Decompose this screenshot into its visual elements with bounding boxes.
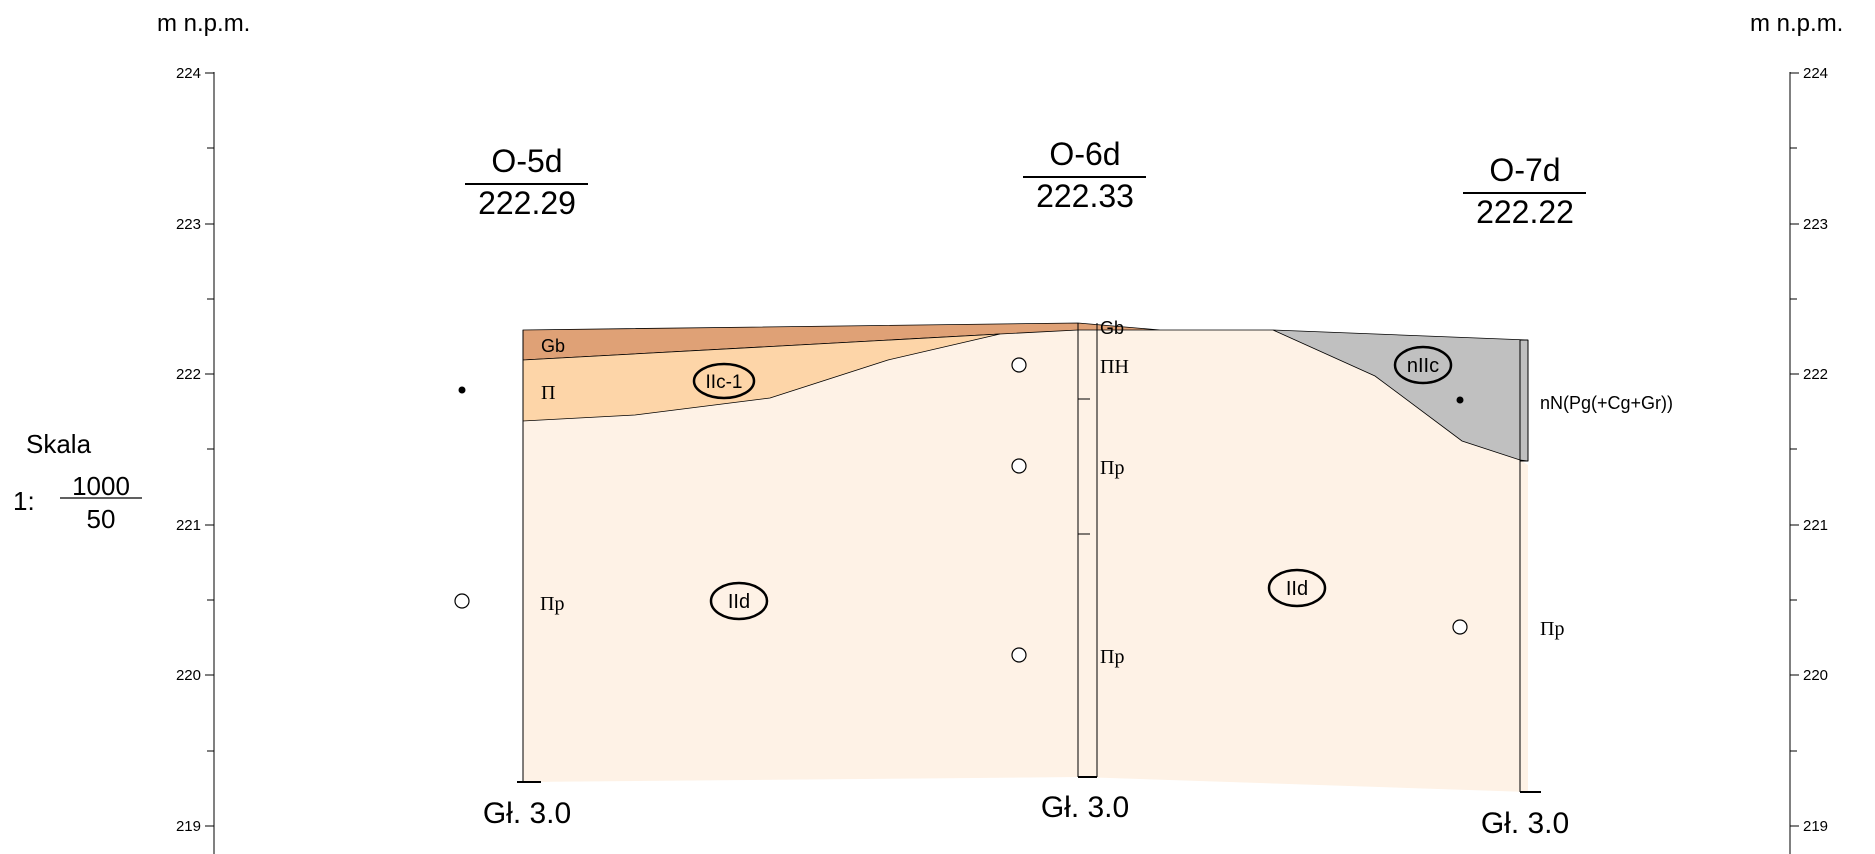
sample-dot-o7d [1456, 396, 1464, 404]
layer-tag-iid-right-ellipse [1267, 568, 1327, 608]
left-tick-220: 220 [176, 667, 201, 684]
borehole-o6d-id: O-6d [1049, 136, 1120, 172]
layer-base-sand [523, 330, 1528, 792]
borehole-o7d-depth: Gł. 3.0 [1481, 807, 1569, 840]
scale-label: Skala [26, 429, 92, 459]
right-tick-219: 219 [1803, 818, 1828, 835]
layer-tag-iid-right: IId [1286, 578, 1308, 600]
right-tick-224: 224 [1803, 65, 1828, 82]
right-tick-222: 222 [1803, 366, 1828, 383]
borehole-o7d-id: O-7d [1489, 152, 1560, 188]
soil-label-o6d-pip-1: Πp [1100, 457, 1124, 479]
left-tick-223: 223 [176, 216, 201, 233]
sample-circle-o7d [1452, 619, 1468, 635]
layer-tag-niic: nIIc [1407, 355, 1439, 377]
sample-circle-o6d-2 [1011, 458, 1027, 474]
borehole-o6d-elevation: 222.33 [1036, 178, 1134, 214]
left-tick-222: 222 [176, 366, 201, 383]
left-tick-221: 221 [176, 517, 201, 534]
right-axis [1789, 72, 1799, 854]
soil-label-o5d-pip: Πp [540, 593, 564, 615]
borehole-o5d-elevation: 222.29 [478, 185, 576, 221]
borehole-o5d-column [517, 330, 541, 783]
left-axis [205, 72, 215, 854]
soil-label-o7d-nn: nN(Pg(+Cg+Gr)) [1540, 393, 1673, 413]
soil-label-o5d-pi: Π [541, 382, 555, 404]
layer-tag-niic-ellipse [1393, 345, 1453, 385]
soil-label-o7d-pip: Πp [1540, 618, 1564, 640]
layer-tag-iic1: IIc-1 [706, 372, 743, 393]
layer-tag-iid-left-ellipse [709, 581, 769, 621]
borehole-o7d-elevation: 222.22 [1476, 194, 1574, 230]
soil-label-o6d-pih: ΠH [1100, 356, 1129, 378]
left-tick-219: 219 [176, 818, 201, 835]
borehole-o5d-depth: Gł. 3.0 [483, 797, 571, 830]
right-tick-223: 223 [1803, 216, 1828, 233]
soil-label-o5d-gb: Gb [541, 336, 565, 356]
scale-prefix: 1: [13, 486, 35, 516]
left-tick-224: 224 [176, 65, 201, 82]
scale-denominator: 50 [87, 504, 116, 534]
sample-circle-o5d [454, 593, 470, 609]
borehole-o6d-column [1077, 323, 1098, 778]
borehole-o7d-column [1519, 339, 1541, 793]
scale-numerator: 1000 [72, 471, 130, 501]
sample-dot-o5d [458, 386, 466, 394]
left-axis-unit: m n.p.m. [157, 10, 250, 37]
sample-circle-o6d-1 [1011, 357, 1027, 373]
right-axis-unit: m n.p.m. [1750, 10, 1843, 37]
borehole-o6d-depth: Gł. 3.0 [1041, 791, 1129, 824]
sample-circle-o6d-3 [1011, 647, 1027, 663]
soil-label-o6d-gb: Gb [1100, 318, 1124, 338]
borehole-o5d-id: O-5d [491, 143, 562, 179]
layer-tag-iic1-ellipse [692, 362, 756, 400]
right-tick-221: 221 [1803, 517, 1828, 534]
soil-label-o6d-pip-2: Πp [1100, 646, 1124, 668]
layer-tag-iid-left: IId [728, 591, 750, 613]
right-tick-220: 220 [1803, 667, 1828, 684]
